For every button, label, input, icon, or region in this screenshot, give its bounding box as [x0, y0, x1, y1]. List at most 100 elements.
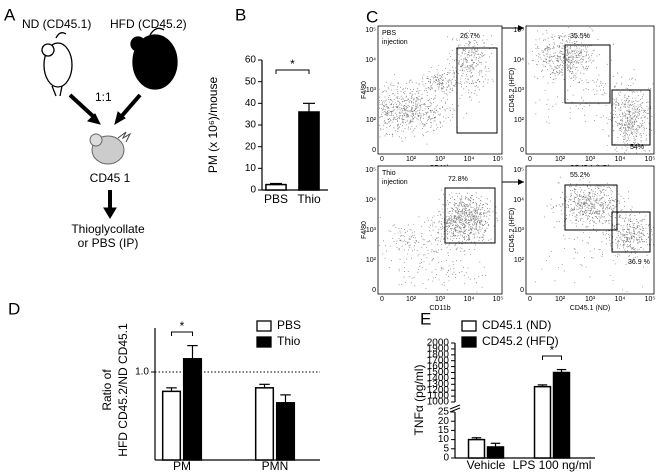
- plot-label: injection: [382, 39, 408, 46]
- flow-tick: 10⁵: [645, 156, 656, 163]
- y-tick-label: 20: [245, 141, 257, 152]
- gate-percent: 35.5%: [570, 33, 590, 40]
- x-tick-label: PM: [173, 459, 191, 473]
- flow-tick: 10⁴: [464, 296, 475, 303]
- flow-tick: 10³: [435, 296, 446, 303]
- y-tick-label: 0: [443, 453, 449, 464]
- flow-tick: 10²: [366, 257, 377, 264]
- significance-bracket: [542, 355, 562, 360]
- flow-tick: 10⁵: [645, 296, 656, 303]
- flow-tick: 10³: [514, 87, 525, 94]
- flow-tick: 0: [372, 147, 376, 154]
- gate-arrow-head: [518, 179, 524, 185]
- recipient-mouse: [89, 131, 132, 165]
- legend-swatch: [256, 336, 272, 348]
- hfd-label: HFD (CD45.2): [110, 17, 187, 31]
- x-tick-label: PMN: [262, 459, 289, 473]
- y-tick-label: 0: [250, 185, 256, 196]
- flow-tick: 10³: [435, 156, 446, 163]
- flow-tick: 10⁴: [365, 197, 376, 204]
- x-tick-label: Thio: [297, 192, 321, 206]
- panel-letter: E: [420, 309, 431, 328]
- nd-mouse: [41, 32, 73, 97]
- y-tick-label: 1700: [427, 355, 450, 366]
- bar: [254, 387, 275, 461]
- bar: [182, 358, 203, 461]
- y-tick-label: 60: [245, 55, 257, 66]
- flow-tick: 10³: [585, 296, 596, 303]
- y-tick-label: 1500: [427, 367, 450, 378]
- y-axis-label: HFD CD45.2/ND CD45.1: [116, 323, 130, 457]
- panel-letter: C: [366, 7, 378, 26]
- flow-tick: 10²: [555, 296, 566, 303]
- flow-tick: 0: [520, 287, 524, 294]
- y-tick-label: 1000: [427, 397, 450, 408]
- significance-bracket: [171, 331, 193, 336]
- bar: [298, 111, 320, 191]
- flow-xlabel: CD45.1 (ND): [570, 305, 610, 312]
- flow-tick: 0: [528, 156, 532, 163]
- flow-tick: 0: [528, 296, 532, 303]
- flow-tick: 10²: [555, 156, 566, 163]
- gate-percent: 54%: [630, 144, 644, 151]
- gate-arrow-head: [518, 25, 524, 31]
- flow-tick: 10³: [514, 227, 525, 234]
- y-tick-label: 1300: [427, 379, 450, 390]
- panel-letter: A: [4, 5, 16, 24]
- bar: [552, 371, 571, 459]
- bar: [265, 183, 287, 191]
- flow-tick: 10³: [366, 227, 377, 234]
- treatment-label: Thioglycollate: [71, 222, 145, 236]
- gate-percent: 26.7%: [460, 33, 480, 40]
- nd-label: ND (CD45.1): [22, 17, 91, 31]
- axis-break: [449, 404, 461, 413]
- y-tick-label: 1900: [427, 344, 450, 355]
- x-tick-label: PBS: [264, 192, 288, 206]
- plot-label: injection: [382, 179, 408, 186]
- flow-tick: 0: [520, 147, 524, 154]
- gate-percent: 72.8%: [448, 176, 468, 183]
- plot-label: PBS: [382, 30, 396, 37]
- significance-label: *: [290, 57, 295, 71]
- ratio-label: 1:1: [95, 90, 112, 104]
- flow-tick: 10⁵: [493, 296, 504, 303]
- recipient-label: CD45 1: [90, 171, 131, 185]
- bar: [161, 390, 182, 461]
- bar: [486, 446, 505, 459]
- event-dots: [379, 187, 499, 293]
- flow-tick: 10⁵: [513, 167, 524, 174]
- flow-tick: 0: [380, 296, 384, 303]
- y-tick-label: 1100: [427, 391, 449, 402]
- y-axis-label: TNFα (pg/ml): [412, 365, 426, 436]
- y-tick-label: 20: [438, 416, 450, 427]
- gate: [564, 44, 611, 104]
- y-tick-label: 25: [438, 407, 450, 418]
- legend-label: Thio: [277, 334, 301, 348]
- y-tick-label: 2000: [427, 338, 450, 349]
- y-tick-label: 1800: [427, 349, 450, 360]
- bar: [275, 402, 296, 461]
- flow-tick: 10³: [366, 87, 377, 94]
- y-tick-label: 30: [245, 120, 257, 131]
- y-tick-label: 1600: [427, 361, 450, 372]
- y-tick-label: 50: [245, 76, 257, 87]
- flow-tick: 10⁵: [365, 27, 376, 34]
- y-tick-label: 10: [438, 434, 450, 445]
- y-tick-label: 10: [245, 163, 257, 174]
- treatment-label: or PBS (IP): [78, 236, 139, 250]
- flow-tick: 10⁴: [615, 156, 626, 163]
- y-tick-label: 5: [443, 443, 449, 454]
- significance-bracket: [275, 69, 310, 74]
- gate: [611, 89, 651, 146]
- flow-tick: 10²: [406, 156, 417, 163]
- gate: [564, 184, 618, 231]
- y-tick-label: 1400: [427, 373, 450, 384]
- gate-percent: 36.9 %: [628, 259, 650, 266]
- legend-swatch: [461, 320, 477, 332]
- bar: [467, 438, 486, 459]
- flow-tick: 10⁴: [464, 156, 475, 163]
- flow-ylabel: F4/80: [361, 221, 368, 239]
- flow-tick: 10³: [585, 156, 596, 163]
- flow-tick: 10²: [514, 257, 525, 264]
